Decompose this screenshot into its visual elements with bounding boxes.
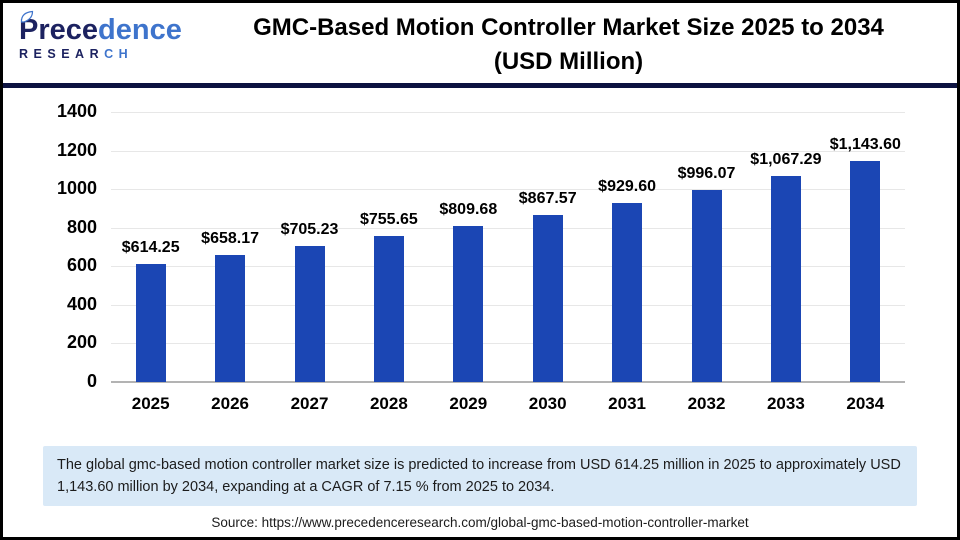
gridline <box>111 150 905 152</box>
x-axis-line <box>111 381 905 383</box>
chart-title-line1: GMC-Based Motion Controller Market Size … <box>253 14 884 41</box>
x-tick-label: 2032 <box>687 394 726 413</box>
logo-research-line: RESEARCH <box>19 47 179 61</box>
bar-value-label: $867.57 <box>518 189 577 207</box>
bar <box>453 225 484 382</box>
precedence-research-logo: Precedence RESEARCH <box>19 10 182 61</box>
x-tick-label: 2027 <box>290 394 329 413</box>
bar-value-label: $996.07 <box>677 164 736 182</box>
y-tick-label: 1200 <box>56 139 97 160</box>
x-tick-label: 2033 <box>766 394 805 413</box>
chart-title-line2: (USD Million) <box>493 48 644 76</box>
gridline <box>111 266 905 268</box>
gridline <box>111 227 905 229</box>
bar-value-label: $809.68 <box>439 200 498 218</box>
y-tick-label: 0 <box>86 371 97 391</box>
x-tick-label: 2026 <box>211 394 249 413</box>
summary-text: The global gmc-based motion controller m… <box>57 457 901 495</box>
bar <box>215 255 246 382</box>
y-tick-label: 200 <box>66 332 97 353</box>
y-tick-label: 600 <box>66 255 97 276</box>
bar <box>373 236 404 382</box>
bar <box>612 202 643 382</box>
gridline <box>111 304 905 306</box>
bar <box>532 214 563 382</box>
x-tick-label: 2031 <box>608 394 646 413</box>
logo-brand-dark-part: Prece <box>19 10 99 46</box>
bar <box>850 161 881 382</box>
bar-value-label: $1,143.60 <box>829 136 901 154</box>
gridline <box>111 112 905 113</box>
plot-area: 0 200 400 600 800 1000 1200 1400 $614.25 2025 $658… <box>57 101 905 413</box>
x-tick-label: 2028 <box>369 394 408 413</box>
y-tick-label: 1000 <box>56 178 97 199</box>
gridline <box>111 189 905 191</box>
bar-value-label: $929.60 <box>598 177 657 195</box>
y-tick-label: 800 <box>66 216 97 237</box>
logo-research-light: CH <box>104 47 134 62</box>
bar-chart: 0 200 400 600 800 1000 1200 1400 $614.25 2025 $658… <box>3 88 957 440</box>
bar <box>770 176 801 382</box>
gridline <box>111 343 905 345</box>
bar-value-label: $614.25 <box>121 238 180 256</box>
source-line: Source: https://www.precedenceresearch.c… <box>211 515 749 530</box>
y-tick-label: 1400 <box>56 101 97 121</box>
bar <box>691 189 722 382</box>
header-divider <box>3 83 957 88</box>
summary-box: The global gmc-based motion controller m… <box>43 446 917 506</box>
bar <box>135 263 166 382</box>
bar-value-label: $658.17 <box>201 230 260 248</box>
logo-text-light: dence <box>98 14 182 46</box>
header: Precedence RESEARCH GMC-Based Motion Con… <box>3 3 957 83</box>
bar-value-label: $705.23 <box>280 221 339 238</box>
x-tick-label: 2034 <box>846 394 885 413</box>
x-tick-label: 2029 <box>449 394 488 413</box>
x-tick-label: 2025 <box>131 394 170 413</box>
logo-brand-name: Precedence <box>19 10 182 46</box>
logo-research-dark: RESEAR <box>19 47 105 62</box>
bar-value-label: $1,067.29 <box>750 151 822 169</box>
leaf-icon <box>20 10 34 23</box>
chart-title: GMC-Based Motion Controller Market Size … <box>188 11 949 79</box>
logo-text-dark: Prece <box>19 14 99 46</box>
bar <box>294 246 325 382</box>
bar-value-label: $755.65 <box>359 211 418 229</box>
x-tick-label: 2030 <box>528 394 567 413</box>
y-tick-label: 400 <box>66 293 97 314</box>
